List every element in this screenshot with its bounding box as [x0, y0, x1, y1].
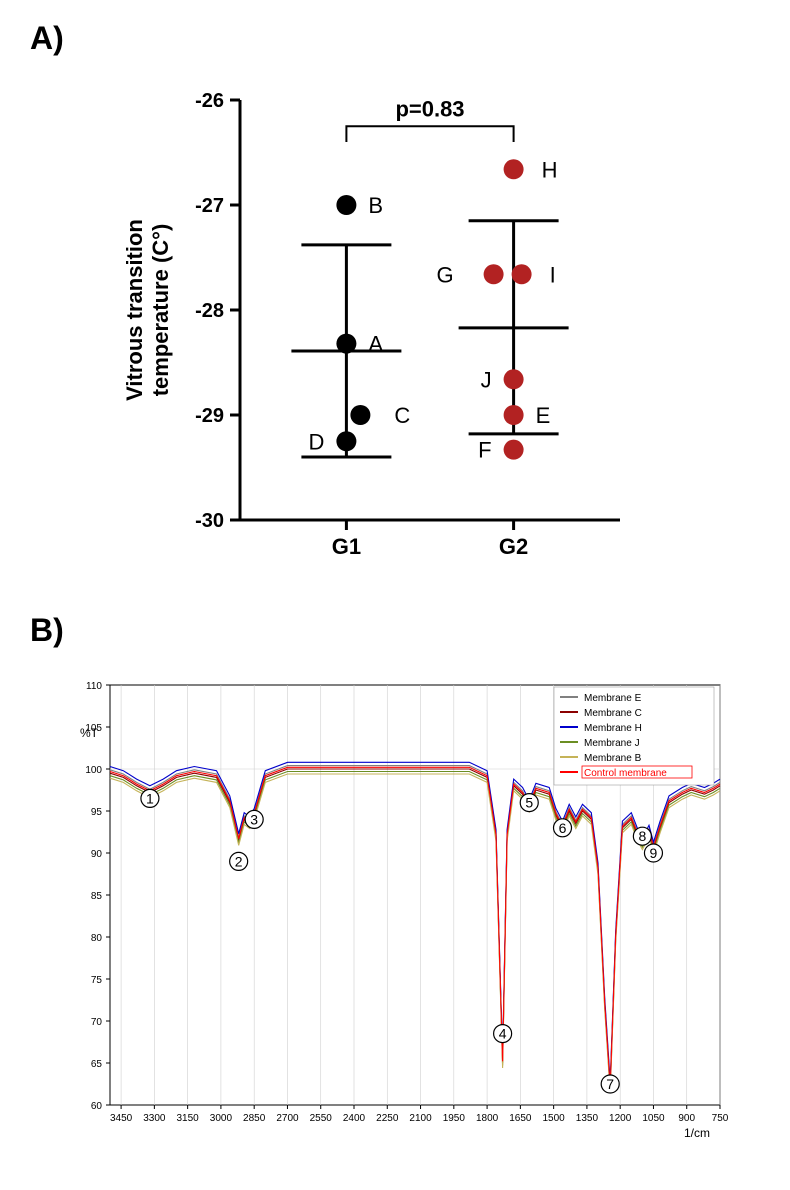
svg-text:1/cm: 1/cm — [684, 1126, 710, 1140]
svg-text:65: 65 — [91, 1059, 103, 1070]
svg-text:G: G — [436, 262, 453, 287]
svg-text:8: 8 — [638, 828, 646, 844]
svg-text:4: 4 — [499, 1026, 507, 1042]
svg-text:1200: 1200 — [609, 1113, 632, 1124]
svg-text:-27: -27 — [195, 195, 224, 217]
svg-text:7: 7 — [606, 1076, 614, 1092]
svg-text:B: B — [368, 193, 383, 218]
panel-b-chart: 3450330031503000285027002550240022502100… — [60, 665, 740, 1155]
svg-text:1050: 1050 — [642, 1113, 665, 1124]
svg-text:110: 110 — [86, 681, 102, 692]
svg-text:95: 95 — [91, 807, 103, 818]
svg-text:9: 9 — [650, 845, 658, 861]
svg-text:Membrane C: Membrane C — [584, 708, 642, 719]
svg-text:Membrane H: Membrane H — [584, 723, 642, 734]
svg-text:2400: 2400 — [343, 1113, 366, 1124]
svg-text:1: 1 — [146, 790, 154, 806]
svg-text:C: C — [394, 403, 410, 428]
svg-text:A: A — [368, 332, 383, 357]
svg-text:3150: 3150 — [177, 1113, 200, 1124]
svg-text:F: F — [478, 438, 491, 463]
panel-a-chart: -30 -29 -28 -27 -26 G1 G2 Vitrous transitiontem… — [120, 60, 680, 580]
svg-text:3300: 3300 — [143, 1113, 166, 1124]
svg-text:D: D — [309, 429, 325, 454]
svg-text:temperature (C°): temperature (C°) — [148, 224, 173, 397]
svg-text:3: 3 — [250, 811, 258, 827]
svg-text:2550: 2550 — [310, 1113, 333, 1124]
svg-text:I: I — [550, 262, 556, 287]
svg-text:-29: -29 — [195, 405, 224, 427]
svg-text:Vitrous transition: Vitrous transition — [122, 219, 147, 401]
svg-text:6: 6 — [559, 820, 567, 836]
svg-text:J: J — [481, 367, 492, 392]
svg-text:2850: 2850 — [243, 1113, 266, 1124]
svg-text:p=0.83: p=0.83 — [395, 96, 464, 121]
svg-text:75: 75 — [91, 975, 103, 986]
svg-text:2: 2 — [235, 853, 243, 869]
svg-text:2700: 2700 — [276, 1113, 299, 1124]
svg-text:2100: 2100 — [409, 1113, 432, 1124]
svg-text:3000: 3000 — [210, 1113, 233, 1124]
svg-text:80: 80 — [91, 933, 103, 944]
svg-text:Membrane J: Membrane J — [584, 738, 640, 749]
panel-a-label: A) — [30, 20, 64, 57]
svg-text:Membrane E: Membrane E — [584, 693, 642, 704]
svg-text:-26: -26 — [195, 90, 224, 112]
svg-text:3450: 3450 — [110, 1113, 133, 1124]
svg-text:5: 5 — [525, 795, 533, 811]
svg-text:-28: -28 — [195, 300, 224, 322]
svg-text:H: H — [542, 157, 558, 182]
svg-text:60: 60 — [91, 1101, 103, 1112]
svg-text:1500: 1500 — [543, 1113, 566, 1124]
svg-text:1350: 1350 — [576, 1113, 599, 1124]
svg-text:100: 100 — [85, 765, 102, 776]
svg-text:85: 85 — [91, 891, 103, 902]
svg-text:1650: 1650 — [509, 1113, 532, 1124]
svg-text:70: 70 — [91, 1017, 103, 1028]
svg-text:-30: -30 — [195, 510, 224, 532]
svg-text:1950: 1950 — [443, 1113, 466, 1124]
svg-text:2250: 2250 — [376, 1113, 399, 1124]
svg-text:Control membrane: Control membrane — [584, 768, 667, 779]
svg-text:900: 900 — [678, 1113, 695, 1124]
svg-text:750: 750 — [712, 1113, 729, 1124]
svg-text:G2: G2 — [499, 534, 528, 559]
svg-text:Membrane B: Membrane B — [584, 753, 642, 764]
svg-text:90: 90 — [91, 849, 103, 860]
svg-text:%T: %T — [80, 726, 99, 740]
svg-text:E: E — [536, 403, 551, 428]
svg-text:G1: G1 — [332, 534, 361, 559]
svg-text:1800: 1800 — [476, 1113, 499, 1124]
panel-b-label: B) — [30, 612, 64, 649]
